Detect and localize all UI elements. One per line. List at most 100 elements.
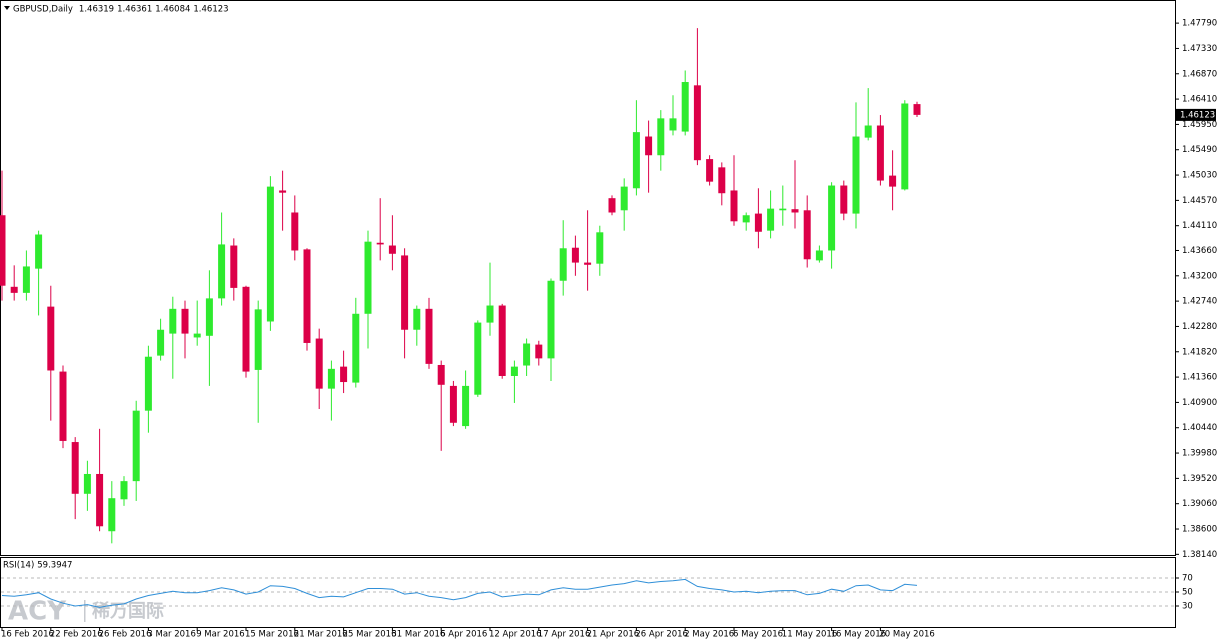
price-tag-label: 1.46123 [1180,110,1215,120]
bear-body [230,245,238,288]
x-tick-label: 31 Mar 2016 [391,630,445,640]
bear-body [425,308,433,364]
y-tick-label: 1.41360 [1182,373,1217,383]
bear-body [376,242,384,245]
bull-body [632,132,640,189]
rsi-tick-label: 30 [1182,602,1193,612]
y-tick-label: 1.40900 [1182,398,1217,408]
bull-body [779,208,787,211]
bear-body [449,385,457,423]
bull-body [864,125,872,138]
y-tick-label: 1.43200 [1182,271,1217,281]
watermark-brand: ACY [8,597,67,627]
bear-body [71,442,79,494]
y-tick-label: 1.46410 [1182,95,1217,105]
y-tick-label: 1.44570 [1182,196,1217,206]
bear-body [889,175,897,187]
bear-body [730,190,738,222]
bear-body [401,255,409,330]
bull-body [120,481,128,500]
x-tick-label: 21 Mar 2016 [294,630,348,640]
menu-arrow[interactable] [4,6,10,10]
bear-body [876,125,884,181]
bull-body [108,498,116,532]
bear-body [803,210,811,260]
x-tick-label: 6 Apr 2016 [440,630,487,640]
x-tick-label: 26 Apr 2016 [635,630,688,640]
bull-body [523,343,531,366]
rsi-header: RSI(14) 59.3947 [3,560,72,570]
x-tick-label: 26 Feb 2016 [99,630,152,640]
bull-body [205,298,213,336]
watermark-divider [84,600,86,622]
plot: 1.47790 1.47330 1.46870 1.46410 1.45950 1.454… [0,19,1217,640]
y-tick-label: 1.45490 [1182,145,1217,155]
bear-body [291,212,299,251]
y-tick-label: 1.44110 [1182,221,1217,231]
rsi-tick-label: 70 [1182,574,1193,584]
bull-body [462,385,470,427]
bear-body [840,185,848,214]
bull-body [852,136,860,214]
x-tick-label: 2 May 2016 [684,630,734,640]
x-tick-label: 21 Apr 2016 [587,630,640,640]
rsi-tick-label: 50 [1182,588,1193,598]
bull-body [218,244,226,299]
bull-body [767,208,775,231]
bull-body [559,248,567,281]
x-tick-label: 12 Apr 2016 [489,630,542,640]
bear-body [279,190,287,193]
bull-body [327,368,335,389]
bear-body [388,245,396,254]
bull-body [510,366,518,376]
x-tick-label: 9 Mar 2016 [196,630,244,640]
bear-body [181,308,189,334]
x-tick-label: 20 May 2016 [879,630,934,640]
bear-body [693,85,701,161]
x-tick-label: 15 Mar 2016 [245,630,299,640]
x-tick-label: 3 Mar 2016 [147,630,195,640]
bull-body [364,241,372,314]
y-tick-label: 1.43660 [1182,246,1217,256]
y-tick-label: 1.39980 [1182,449,1217,459]
high: 1.46361 [117,4,152,14]
bull-body [620,186,628,211]
bull-body [828,185,836,251]
rsi-line [1,578,918,608]
bull-body [132,410,140,482]
price-tag [1176,108,1216,121]
bear-body [535,344,543,359]
bear-body [571,247,579,263]
y-tick-label: 1.38600 [1182,525,1217,535]
y-tick-label: 1.42740 [1182,297,1217,307]
x-tick-label: 22 Feb 2016 [50,630,103,640]
y-tick-label: 1.42280 [1182,322,1217,332]
bull-body [669,118,677,131]
chart-header: GBPUSD,Daily 1.46319 1.46361 1.46084 1.46123 [13,4,229,14]
y-tick-label: 1.45030 [1182,171,1217,181]
bear-body [96,473,104,527]
bull-body [596,232,604,264]
bear-body [242,286,250,372]
bear-body [718,167,726,194]
bear-body [10,286,18,293]
bear-body [340,366,348,383]
bull-body [352,313,360,383]
x-tick-label: 16 May 2016 [831,630,886,640]
bull-body [681,82,689,132]
bull-body [144,356,152,411]
low: 1.46084 [155,4,190,14]
y-tick-label: 1.47790 [1182,19,1217,29]
bull-body [266,186,274,322]
y-tick-label: 1.47330 [1182,44,1217,54]
rsi-value: 59.3947 [37,560,72,570]
bear-body [315,338,323,389]
y-tick-label: 1.38140 [1182,550,1217,560]
symbol: GBPUSD,Daily [13,4,73,14]
bull-body [486,305,494,323]
bull-body [157,329,165,356]
bear-body [791,209,799,213]
bear-body [645,136,653,156]
bull-body [22,266,30,293]
